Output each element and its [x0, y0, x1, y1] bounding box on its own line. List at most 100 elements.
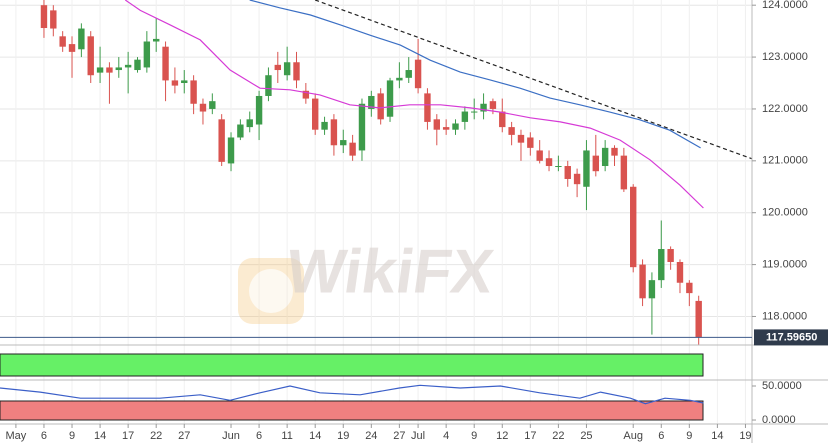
candle-body — [386, 80, 394, 117]
x-tick-label: 17 — [524, 430, 536, 442]
x-tick-label: 17 — [122, 430, 134, 442]
candle-body — [218, 119, 225, 162]
x-tick-label: 9 — [471, 430, 477, 442]
candle-body — [59, 36, 66, 47]
y-tick-label: 50.0000 — [762, 380, 802, 392]
x-tick-label: 14 — [711, 430, 723, 442]
candle-body — [283, 62, 291, 76]
candle-body — [564, 166, 571, 179]
candle-body — [611, 147, 618, 156]
x-tick-label: 25 — [580, 430, 592, 442]
x-tick-label: 6 — [658, 430, 664, 442]
candle-body — [592, 155, 600, 172]
x-tick-label: 12 — [496, 430, 508, 442]
candle-body — [143, 41, 151, 68]
candle-body — [620, 155, 628, 190]
line-series — [0, 384, 704, 405]
candle-body — [106, 67, 113, 73]
x-tick-label: 6 — [256, 430, 262, 442]
candle-body — [601, 147, 609, 167]
candle-body — [480, 103, 487, 112]
candle-body — [405, 70, 412, 78]
x-tick-label: 9 — [69, 430, 75, 442]
x-tick-label: Jul — [411, 430, 425, 442]
last-price-box — [754, 329, 828, 346]
candle-body — [583, 150, 590, 187]
candle-body — [686, 282, 693, 294]
x-tick-label: 19 — [337, 430, 349, 442]
candle-body — [676, 261, 684, 283]
candle-body — [471, 111, 478, 113]
candle-body — [171, 80, 179, 86]
watermark-logo — [238, 258, 304, 324]
y-tick-label: 0.0000 — [762, 414, 796, 426]
candle-body — [78, 28, 85, 50]
candle-body — [255, 95, 263, 125]
candle-body — [237, 124, 244, 138]
y-tick-label: 120.0000 — [762, 207, 808, 219]
candle-body — [246, 119, 253, 128]
candle-body — [433, 119, 440, 130]
candle-body — [499, 111, 506, 128]
candle-body — [452, 123, 459, 130]
x-tick-label: 24 — [365, 430, 377, 442]
x-tick-label: 14 — [309, 430, 321, 442]
y-tick-label: 123.0000 — [762, 51, 808, 63]
candle-body — [639, 264, 646, 299]
candle-body — [573, 173, 581, 185]
candle-body — [274, 64, 281, 71]
x-tick-label: Jun — [222, 430, 240, 442]
y-tick-label: 118.0000 — [762, 310, 807, 322]
candle-body — [368, 95, 375, 109]
candle-body — [396, 77, 403, 81]
x-tick-label: Aug — [623, 430, 643, 442]
candle-body — [302, 90, 310, 99]
x-tick-label: May — [6, 430, 27, 442]
x-tick-label: 22 — [552, 430, 564, 442]
candle-body — [630, 186, 637, 268]
candle-body — [377, 93, 384, 120]
candle-body — [358, 103, 366, 151]
candle-body — [667, 249, 674, 262]
candle-body — [442, 127, 450, 130]
candle-body — [424, 93, 431, 122]
candle-body — [648, 280, 656, 299]
y-tick-label: 121.0000 — [762, 155, 808, 167]
x-tick-label: 22 — [150, 430, 162, 442]
candle-body — [489, 101, 497, 109]
candle-body — [349, 142, 356, 156]
x-tick-label: 4 — [443, 430, 449, 442]
candle-body — [508, 127, 515, 135]
candle-body — [124, 64, 132, 68]
y-tick-label: 122.0000 — [762, 103, 808, 115]
sub-panel — [0, 384, 704, 405]
x-tick-label: 9 — [686, 430, 692, 442]
candle-body — [209, 101, 216, 109]
candle-body — [265, 75, 272, 96]
candle-body — [536, 150, 543, 161]
candle-body — [293, 62, 300, 81]
main-panel — [40, 0, 752, 345]
line-series — [124, 0, 704, 209]
y-tick-label: 124.0000 — [762, 0, 808, 11]
x-tick-label: 27 — [393, 430, 405, 442]
candle-body — [340, 140, 347, 146]
candle-body — [527, 137, 534, 148]
y-tick-label: 119.0000 — [762, 258, 807, 270]
candle-body — [162, 46, 169, 81]
candle-body — [152, 38, 160, 42]
candle-body — [414, 59, 422, 89]
trendline — [314, 0, 752, 160]
candle-body — [658, 249, 665, 281]
candle-body — [199, 103, 207, 112]
candle-body — [695, 300, 702, 338]
x-tick-label: 6 — [41, 430, 47, 442]
candle-body — [312, 98, 319, 130]
candle-body — [555, 166, 562, 168]
x-tick-label: 14 — [94, 430, 106, 442]
watermark: WikiFX — [282, 238, 498, 307]
line-series — [249, 0, 701, 149]
indicator-zone — [0, 400, 704, 421]
